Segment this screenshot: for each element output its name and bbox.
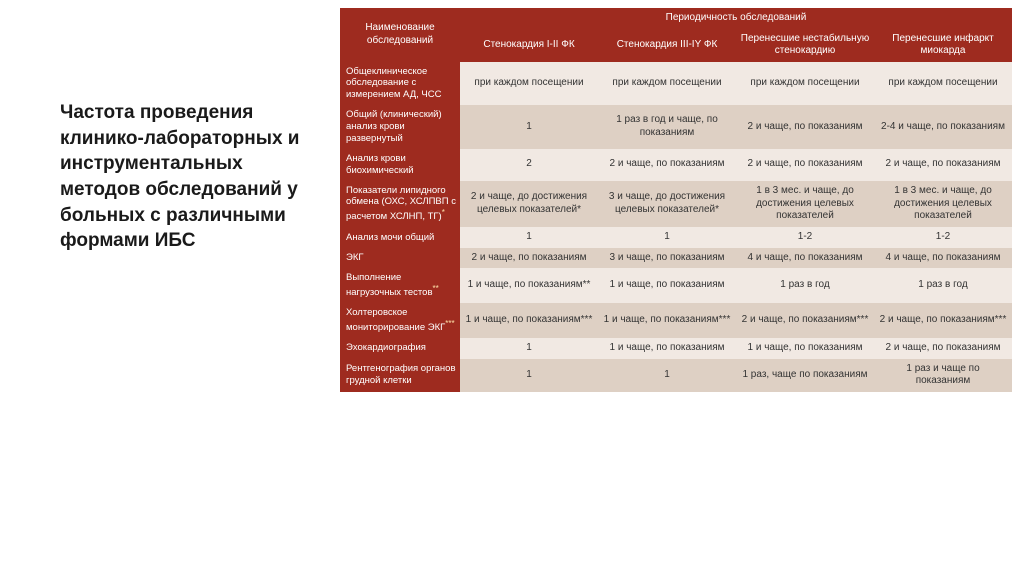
- table-row: Общеклиническое обследование с измерение…: [340, 62, 1012, 106]
- row-label: Рентгенография органов грудной клетки: [340, 359, 460, 392]
- table-cell: 1 в 3 мес. и чаще, до достижения целевых…: [874, 181, 1012, 228]
- table-cell: 2 и чаще, до достижения целевых показате…: [460, 181, 598, 228]
- row-label: ЭКГ: [340, 248, 460, 269]
- row-label: Выполнение нагрузочных тестов**: [340, 268, 460, 303]
- header-frequency: Периодичность обследований: [460, 8, 1012, 29]
- table-row: Анализ крови биохимический22 и чаще, по …: [340, 149, 1012, 181]
- table-cell: 1 и чаще, по показаниям**: [460, 268, 598, 303]
- table-cell: 4 и чаще, по показаниям: [736, 248, 874, 269]
- table-cell: 1 и чаще, по показаниям***: [598, 303, 736, 338]
- header-col-3: Перенесшие нестабильную стенокардию: [736, 29, 874, 62]
- table-cell: 4 и чаще, по показаниям: [874, 248, 1012, 269]
- table-cell: 3 и чаще, до достижения целевых показате…: [598, 181, 736, 228]
- table-cell: 1 и чаще, по показаниям***: [460, 303, 598, 338]
- table-cell: 1: [460, 105, 598, 149]
- title-panel: Частота проведения клинико-лабораторных …: [0, 0, 340, 574]
- table-row: Выполнение нагрузочных тестов**1 и чаще,…: [340, 268, 1012, 303]
- table-cell: 2 и чаще, по показаниям: [598, 149, 736, 181]
- table-cell: 2: [460, 149, 598, 181]
- table-cell: 1 в 3 мес. и чаще, до достижения целевых…: [736, 181, 874, 228]
- table-cell: 1: [460, 359, 598, 392]
- table-cell: при каждом посещении: [736, 62, 874, 106]
- row-label: Показатели липидного обмена (ОХС, ХСЛПВП…: [340, 181, 460, 228]
- table-row: Эхокардиография11 и чаще, по показаниям1…: [340, 338, 1012, 359]
- table-row: Анализ мочи общий111-21-2: [340, 227, 1012, 248]
- table-row: Холтеровское мониторирование ЭКГ***1 и ч…: [340, 303, 1012, 338]
- row-label: Анализ крови биохимический: [340, 149, 460, 181]
- table-panel: Наименование обследований Периодичность …: [340, 0, 1024, 574]
- table-cell: 1: [460, 338, 598, 359]
- table-cell: 3 и чаще, по показаниям: [598, 248, 736, 269]
- table-cell: 1: [460, 227, 598, 248]
- row-label: Общий (клинический) анализ крови разверн…: [340, 105, 460, 149]
- frequency-table: Наименование обследований Периодичность …: [340, 8, 1012, 392]
- table-row: Рентгенография органов грудной клетки111…: [340, 359, 1012, 392]
- table-cell: 1 и чаще, по показаниям: [598, 268, 736, 303]
- table-row: Показатели липидного обмена (ОХС, ХСЛПВП…: [340, 181, 1012, 228]
- table-cell: 1 раз в год: [874, 268, 1012, 303]
- table-cell: 2 и чаще, по показаниям: [460, 248, 598, 269]
- row-label: Холтеровское мониторирование ЭКГ***: [340, 303, 460, 338]
- table-cell: 2-4 и чаще, по показаниям: [874, 105, 1012, 149]
- table-cell: 1 раз и чаще по показаниям: [874, 359, 1012, 392]
- table-cell: 1: [598, 227, 736, 248]
- table-cell: 1 раз, чаще по показаниям: [736, 359, 874, 392]
- table-cell: 1: [598, 359, 736, 392]
- table-cell: 1 раз в год: [736, 268, 874, 303]
- row-label: Анализ мочи общий: [340, 227, 460, 248]
- table-cell: 2 и чаще, по показаниям***: [736, 303, 874, 338]
- table-cell: 1 раз в год и чаще, по показаниям: [598, 105, 736, 149]
- table-cell: при каждом посещении: [598, 62, 736, 106]
- header-col-1: Стенокардия I-II ФК: [460, 29, 598, 62]
- table-cell: 1 и чаще, по показаниям: [598, 338, 736, 359]
- header-name: Наименование обследований: [340, 8, 460, 62]
- table-cell: при каждом посещении: [874, 62, 1012, 106]
- table-cell: 1 и чаще, по показаниям: [736, 338, 874, 359]
- page-title: Частота проведения клинико-лабораторных …: [60, 100, 310, 254]
- table-row: ЭКГ2 и чаще, по показаниям3 и чаще, по п…: [340, 248, 1012, 269]
- row-label: Эхокардиография: [340, 338, 460, 359]
- table-cell: 2 и чаще, по показаниям: [736, 149, 874, 181]
- table-cell: 2 и чаще, по показаниям: [736, 105, 874, 149]
- row-label: Общеклиническое обследование с измерение…: [340, 62, 460, 106]
- header-col-4: Перенесшие инфаркт миокарда: [874, 29, 1012, 62]
- table-cell: 2 и чаще, по показаниям: [874, 338, 1012, 359]
- table-cell: 1-2: [736, 227, 874, 248]
- table-cell: 2 и чаще, по показаниям: [874, 149, 1012, 181]
- table-cell: 2 и чаще, по показаниям***: [874, 303, 1012, 338]
- header-col-2: Стенокардия III-IY ФК: [598, 29, 736, 62]
- table-cell: 1-2: [874, 227, 1012, 248]
- table-row: Общий (клинический) анализ крови разверн…: [340, 105, 1012, 149]
- table-cell: при каждом посещении: [460, 62, 598, 106]
